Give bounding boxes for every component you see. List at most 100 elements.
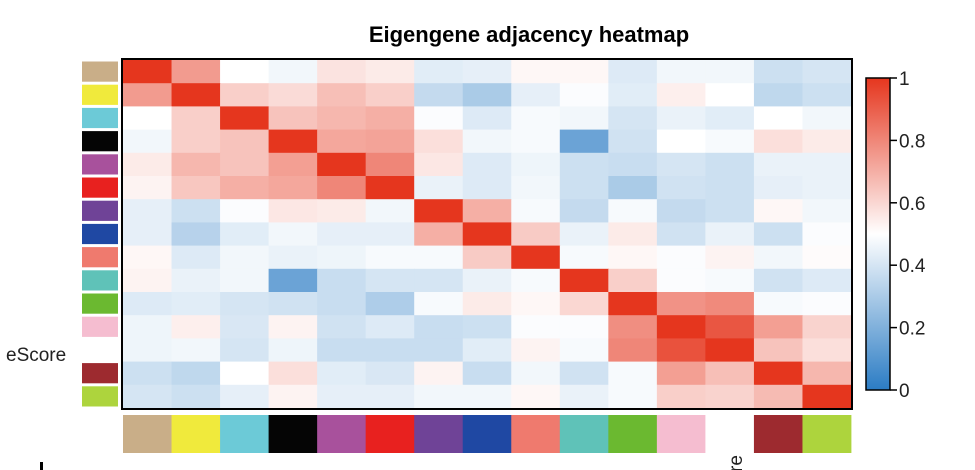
heatmap-cell <box>123 106 173 131</box>
heatmap-cell <box>171 83 221 107</box>
heatmap-cell <box>608 315 658 339</box>
row-module-swatch <box>82 247 118 268</box>
heatmap-cell <box>802 106 852 131</box>
heatmap-cell <box>511 83 561 107</box>
column-module-swatch <box>220 415 269 453</box>
heatmap-cell <box>656 361 706 386</box>
heatmap-cell <box>608 83 658 107</box>
heatmap-cell <box>268 60 318 84</box>
heatmap-cell <box>414 176 464 200</box>
heatmap-cell <box>511 315 561 339</box>
heatmap-cell <box>317 222 367 247</box>
heatmap-cell <box>123 245 173 270</box>
heatmap-cell <box>220 245 270 270</box>
column-module-swatch <box>511 415 561 453</box>
heatmap-cell <box>511 384 561 409</box>
heatmap-cell <box>656 129 706 154</box>
heatmap-cell <box>317 361 367 386</box>
heatmap-cell <box>802 176 852 200</box>
heatmap-cell <box>462 338 512 363</box>
heatmap-cell <box>511 106 561 131</box>
row-module-swatch <box>82 339 118 361</box>
heatmap-cell <box>462 152 512 177</box>
heatmap-cell <box>462 199 512 223</box>
heatmap-cell <box>365 176 415 200</box>
heatmap-cell <box>317 152 367 177</box>
heatmap-cell <box>123 83 173 107</box>
heatmap-cell <box>414 292 464 316</box>
heatmap-cell <box>559 222 609 247</box>
heatmap-cell <box>802 384 852 409</box>
heatmap-cell <box>753 338 804 363</box>
heatmap-cell <box>559 338 609 363</box>
row-module-swatch <box>82 223 118 245</box>
row-color-bar <box>82 61 118 407</box>
heatmap-cell <box>220 60 270 84</box>
heatmap-cell <box>414 129 464 154</box>
heatmap-cell <box>802 60 852 84</box>
heatmap-cell <box>705 268 755 293</box>
heatmap-cell <box>511 292 561 316</box>
heatmap-cell <box>365 152 415 177</box>
column-module-swatch <box>317 415 367 453</box>
heatmap-cell <box>656 338 706 363</box>
heatmap-cell <box>123 315 173 339</box>
heatmap-cell <box>608 60 658 84</box>
heatmap-cell <box>608 199 658 223</box>
heatmap-cell <box>317 83 367 107</box>
heatmap-cell <box>123 60 173 84</box>
heatmap-cell <box>414 199 464 223</box>
heatmap-cell <box>753 129 804 154</box>
heatmap-cell <box>317 338 367 363</box>
heatmap-cell <box>220 338 270 363</box>
heatmap-cell <box>365 60 415 84</box>
heatmap-cell <box>268 338 318 363</box>
heatmap-cell <box>268 268 318 293</box>
heatmap-cell <box>220 361 270 386</box>
heatmap-cell <box>268 129 318 154</box>
heatmap-cell <box>317 60 367 84</box>
heatmap-cell <box>511 245 561 270</box>
heatmap-cell <box>705 222 755 247</box>
heatmap-cell <box>123 222 173 247</box>
heatmap-cell <box>317 268 367 293</box>
column-module-swatch <box>705 415 755 453</box>
heatmap-cell <box>414 83 464 107</box>
heatmap-cell <box>753 361 804 386</box>
heatmap-cell <box>462 361 512 386</box>
heatmap-cell <box>462 222 512 247</box>
heatmap-cell <box>171 292 221 316</box>
heatmap-cells <box>123 60 852 409</box>
heatmap-cell <box>365 268 415 293</box>
heatmap-cell <box>753 268 804 293</box>
row-module-swatch <box>82 363 118 384</box>
column-module-swatch <box>123 415 172 453</box>
heatmap-cell <box>656 384 706 409</box>
heatmap-cell <box>462 176 512 200</box>
heatmap-cell <box>171 338 221 363</box>
heatmap-cell <box>317 245 367 270</box>
heatmap-cell <box>705 361 755 386</box>
heatmap-cell <box>705 152 755 177</box>
heatmap-cell <box>171 268 221 293</box>
heatmap-cell <box>414 315 464 339</box>
heatmap-cell <box>559 176 609 200</box>
heatmap-cell <box>656 60 706 84</box>
heatmap-cell <box>414 222 464 247</box>
heatmap-cell <box>656 315 706 339</box>
heatmap-cell <box>462 384 512 409</box>
heatmap-cell <box>317 176 367 200</box>
heatmap-cell <box>414 361 464 386</box>
column-module-swatch <box>608 415 658 453</box>
heatmap-cell <box>705 384 755 409</box>
heatmap-cell <box>365 338 415 363</box>
heatmap-cell <box>414 60 464 84</box>
heatmap-cell <box>511 338 561 363</box>
heatmap-cell <box>317 129 367 154</box>
heatmap-cell <box>220 152 270 177</box>
heatmap-cell <box>705 292 755 316</box>
heatmap-cell <box>268 222 318 247</box>
heatmap-cell <box>365 384 415 409</box>
heatmap-cell <box>656 268 706 293</box>
heatmap-cell <box>705 106 755 131</box>
